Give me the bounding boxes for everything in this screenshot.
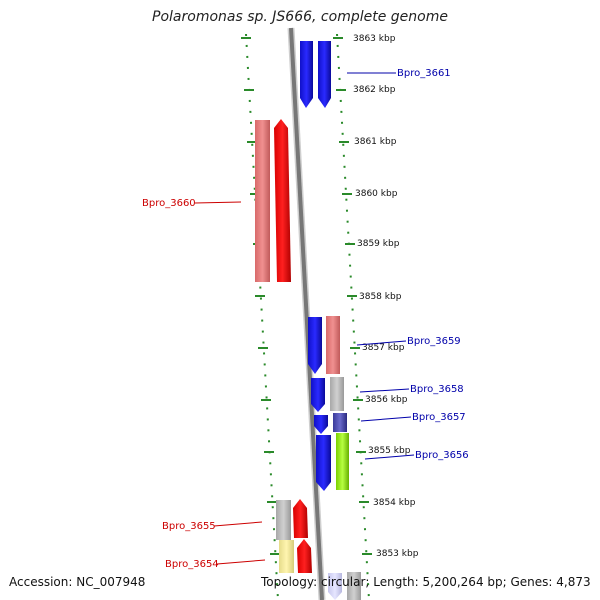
gene-block[interactable] — [330, 377, 344, 411]
gene-label[interactable]: Bpro_3655 — [162, 521, 216, 532]
gene-arrow-reverse[interactable] — [316, 435, 331, 491]
genome-summary: Topology: circular; Length: 5,200,264 bp… — [261, 575, 591, 589]
leader-line — [364, 454, 415, 460]
gene-block[interactable] — [279, 540, 294, 573]
leader-line — [216, 559, 266, 565]
kbp-label: 3853 kbp — [376, 549, 419, 559]
kbp-label: 3863 kbp — [353, 34, 396, 44]
gene-label[interactable]: Bpro_3658 — [410, 384, 464, 395]
kbp-label: 3857 kbp — [362, 343, 405, 353]
gene-label[interactable]: Bpro_3657 — [412, 412, 466, 423]
gene-block[interactable] — [255, 120, 270, 282]
right-tick-boundary — [336, 33, 370, 600]
leader-line — [359, 388, 410, 393]
kbp-label: 3862 kbp — [353, 85, 396, 95]
gene-arrow-reverse[interactable] — [308, 317, 322, 374]
gene-arrow-reverse[interactable] — [311, 378, 325, 412]
kbp-label: 3856 kbp — [365, 395, 408, 405]
accession-text: Accession: NC_007948 — [9, 575, 146, 589]
map-title: Polaromonas sp. JS666, complete genome — [152, 9, 448, 25]
leader-line — [194, 201, 242, 204]
kbp-label: 3861 kbp — [354, 137, 397, 147]
leader-line — [360, 416, 412, 422]
gene-arrow-forward[interactable] — [274, 119, 291, 282]
genome-backbone — [289, 27, 324, 600]
gene-block[interactable] — [336, 433, 349, 490]
gene-label[interactable]: Bpro_3660 — [142, 198, 196, 209]
gene-block[interactable] — [326, 316, 340, 374]
kbp-label: 3860 kbp — [355, 189, 398, 199]
gene-block[interactable] — [333, 413, 347, 432]
left-tick-boundary — [245, 33, 279, 600]
gene-arrow-reverse[interactable] — [318, 41, 331, 108]
gene-label[interactable]: Bpro_3656 — [415, 450, 469, 461]
gene-label[interactable]: Bpro_3659 — [407, 336, 461, 347]
gene-arrow-reverse[interactable] — [300, 41, 313, 108]
gene-label[interactable]: Bpro_3661 — [397, 68, 451, 79]
gene-block[interactable] — [347, 572, 361, 600]
kbp-label: 3854 kbp — [373, 498, 416, 508]
leader-line — [356, 340, 407, 346]
leader-line — [213, 521, 263, 527]
kbp-label: 3858 kbp — [359, 292, 402, 302]
gene-block[interactable] — [276, 500, 291, 540]
kbp-label: 3855 kbp — [368, 446, 411, 456]
gene-arrow-forward[interactable] — [293, 499, 308, 538]
gene-label[interactable]: Bpro_3654 — [165, 559, 219, 570]
kbp-label: 3859 kbp — [357, 239, 400, 249]
gene-arrow-forward[interactable] — [297, 539, 312, 573]
gene-arrow-reverse[interactable] — [328, 573, 342, 600]
gene-arrow-reverse[interactable] — [314, 415, 328, 434]
